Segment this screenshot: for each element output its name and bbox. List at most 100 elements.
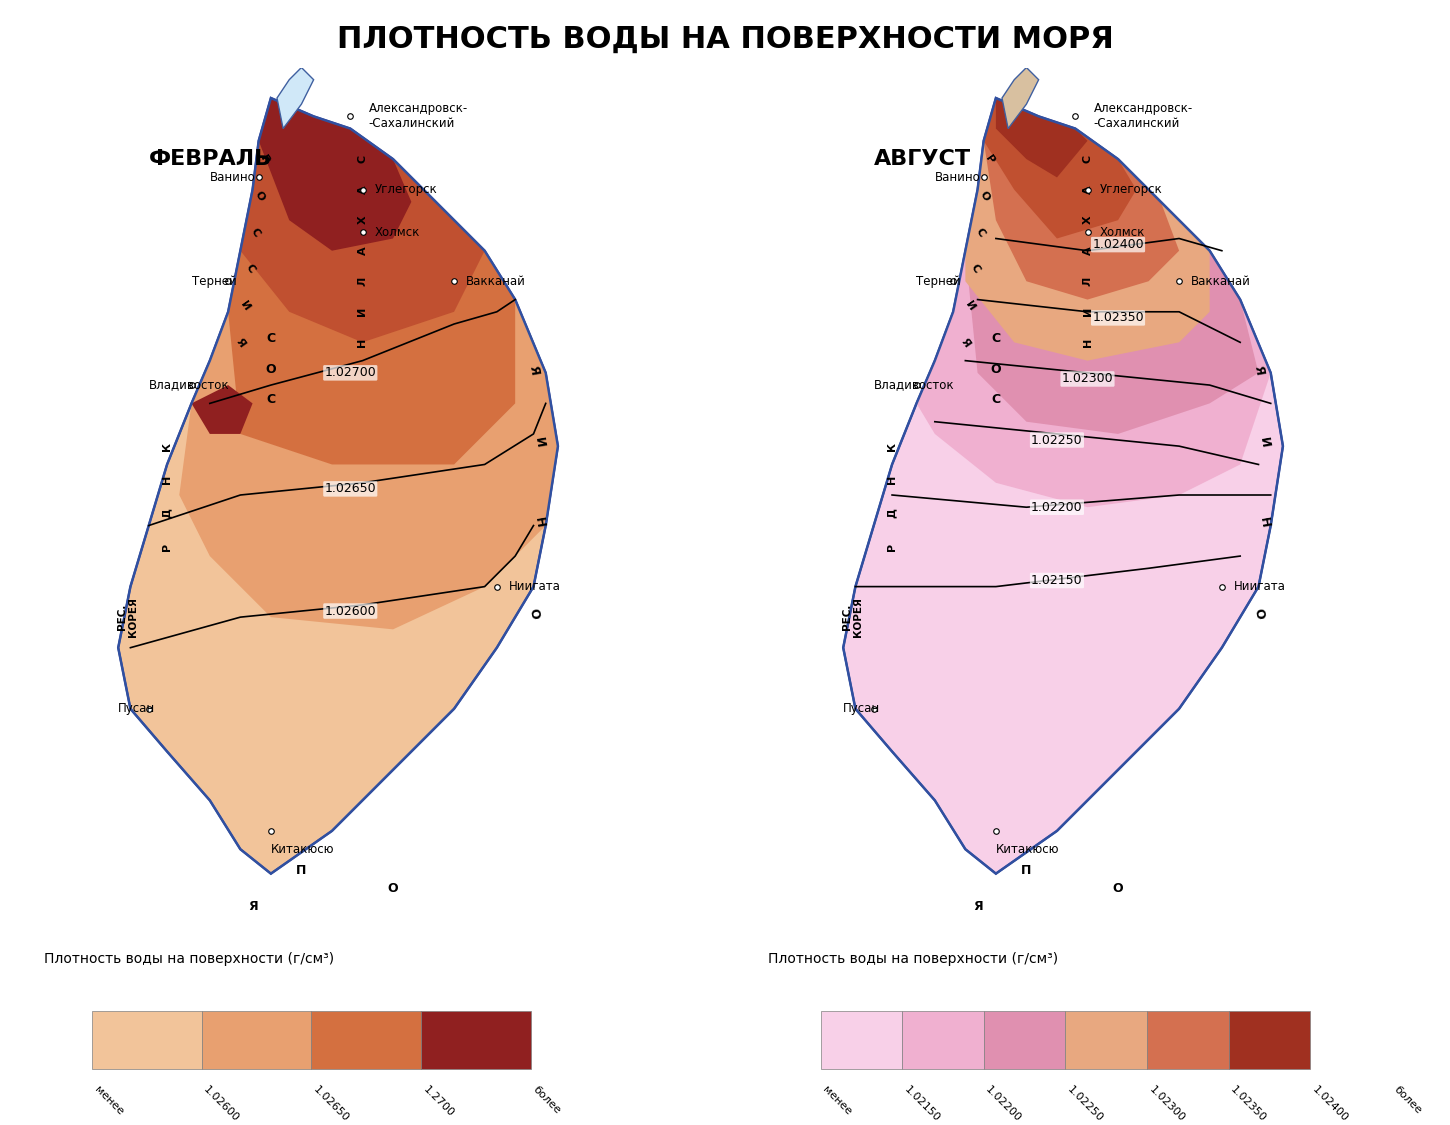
- Text: ФЕВРАЛЬ: ФЕВРАЛЬ: [149, 150, 271, 169]
- Text: Х: Х: [1083, 216, 1092, 225]
- Polygon shape: [277, 68, 313, 128]
- FancyBboxPatch shape: [1228, 1010, 1309, 1069]
- Text: И: И: [532, 436, 547, 449]
- Text: Холмск: Холмск: [374, 226, 420, 238]
- Text: Х: Х: [358, 216, 367, 225]
- Text: менее: менее: [821, 1084, 854, 1117]
- Text: менее: менее: [93, 1084, 125, 1117]
- Polygon shape: [844, 98, 1283, 874]
- Text: О: О: [254, 189, 267, 202]
- Text: 1.02650: 1.02650: [325, 483, 376, 495]
- Text: 1.02250: 1.02250: [1066, 1084, 1105, 1124]
- Text: Вакканай: Вакканай: [1192, 274, 1251, 288]
- FancyBboxPatch shape: [983, 1010, 1066, 1069]
- Text: Ниигата: Ниигата: [1234, 580, 1286, 593]
- Text: Ванино: Ванино: [210, 171, 255, 183]
- Text: П: П: [296, 864, 306, 876]
- Text: 1.02150: 1.02150: [902, 1084, 941, 1124]
- Text: О: О: [387, 882, 399, 896]
- Text: РЕС.
КОРЕЯ: РЕС. КОРЕЯ: [116, 597, 138, 637]
- Text: К: К: [162, 442, 173, 451]
- Text: 1.02600: 1.02600: [202, 1084, 241, 1124]
- Text: 1.02200: 1.02200: [983, 1084, 1024, 1124]
- Text: 1.02350: 1.02350: [1092, 312, 1144, 324]
- Text: Н: Н: [358, 338, 367, 346]
- Text: А: А: [358, 186, 367, 193]
- Text: Владивосток: Владивосток: [149, 379, 229, 391]
- Text: 1.02200: 1.02200: [1031, 501, 1083, 514]
- FancyBboxPatch shape: [1066, 1010, 1147, 1069]
- Text: И: И: [1257, 436, 1272, 449]
- Text: более: более: [531, 1084, 563, 1115]
- Text: С: С: [1083, 155, 1092, 163]
- Text: Я: Я: [1251, 364, 1266, 376]
- FancyBboxPatch shape: [902, 1010, 983, 1069]
- FancyBboxPatch shape: [202, 1010, 312, 1069]
- Text: Н: Н: [1257, 516, 1272, 529]
- Text: 1.02250: 1.02250: [1031, 433, 1083, 447]
- Text: 1.2700: 1.2700: [420, 1084, 455, 1118]
- Polygon shape: [916, 98, 1270, 507]
- Text: С: С: [248, 226, 261, 238]
- Text: О: О: [1251, 608, 1266, 620]
- Text: 1.02350: 1.02350: [1228, 1084, 1267, 1124]
- Text: Д: Д: [887, 508, 898, 519]
- Text: Я: Я: [973, 900, 983, 914]
- Text: Плотность воды на поверхности (г/см³): Плотность воды на поверхности (г/см³): [768, 952, 1058, 966]
- Text: С: С: [992, 332, 1000, 345]
- Text: П: П: [1021, 864, 1031, 876]
- Text: Р: Р: [983, 153, 996, 165]
- Text: И: И: [238, 299, 252, 313]
- Text: Плотность воды на поверхности (г/см³): Плотность воды на поверхности (г/см³): [44, 952, 334, 966]
- Text: А: А: [1083, 246, 1092, 255]
- Text: АВГУСТ: АВГУСТ: [874, 150, 972, 169]
- Text: более: более: [1392, 1084, 1422, 1115]
- Text: И: И: [358, 307, 367, 316]
- Text: 1.02150: 1.02150: [1031, 574, 1083, 587]
- Text: 1.02400: 1.02400: [1092, 238, 1144, 251]
- Polygon shape: [983, 98, 1137, 238]
- Text: Я: Я: [958, 336, 972, 349]
- Text: Я: Я: [526, 364, 541, 376]
- Text: О: О: [1112, 882, 1124, 896]
- Text: Н: Н: [162, 475, 173, 485]
- Text: С: С: [992, 394, 1000, 406]
- Text: К: К: [887, 442, 898, 451]
- Polygon shape: [966, 98, 1209, 361]
- Text: Н: Н: [887, 475, 898, 485]
- Text: А: А: [358, 246, 367, 255]
- Text: Пусан: Пусан: [844, 702, 880, 716]
- Text: Л: Л: [1083, 277, 1092, 286]
- Text: О: О: [265, 363, 276, 376]
- Text: Ниигата: Ниигата: [509, 580, 561, 593]
- FancyBboxPatch shape: [93, 1010, 202, 1069]
- Polygon shape: [180, 98, 558, 629]
- Text: Углегорск: Углегорск: [1099, 183, 1163, 196]
- Polygon shape: [1002, 68, 1038, 128]
- Text: Р: Р: [887, 543, 898, 551]
- Text: ПЛОТНОСТЬ ВОДЫ НА ПОВЕРХНОСТИ МОРЯ: ПЛОТНОСТЬ ВОДЫ НА ПОВЕРХНОСТИ МОРЯ: [336, 25, 1114, 54]
- Text: Н: Н: [1083, 338, 1092, 346]
- Polygon shape: [983, 98, 1179, 299]
- Text: Александровск-
-Сахалинский: Александровск- -Сахалинский: [1093, 102, 1193, 130]
- Text: Терней: Терней: [191, 274, 236, 288]
- Polygon shape: [191, 385, 252, 434]
- Text: Ванино: Ванино: [935, 171, 980, 183]
- FancyBboxPatch shape: [312, 1010, 420, 1069]
- Text: Я: Я: [248, 900, 258, 914]
- Polygon shape: [966, 98, 1259, 434]
- Text: Р: Р: [162, 543, 173, 551]
- Text: 1.02300: 1.02300: [1147, 1084, 1186, 1124]
- Text: Л: Л: [358, 277, 367, 286]
- Text: 1.02400: 1.02400: [1309, 1084, 1350, 1124]
- Text: О: О: [979, 189, 992, 202]
- Text: Китакюсю: Китакюсю: [271, 843, 335, 856]
- Text: Я: Я: [233, 336, 247, 349]
- Text: 1.02700: 1.02700: [325, 367, 376, 379]
- Text: 1.02650: 1.02650: [312, 1084, 351, 1124]
- Text: Н: Н: [532, 516, 547, 529]
- Polygon shape: [241, 98, 484, 342]
- Text: Холмск: Холмск: [1099, 226, 1146, 238]
- Text: Терней: Терней: [916, 274, 961, 288]
- Polygon shape: [258, 98, 412, 251]
